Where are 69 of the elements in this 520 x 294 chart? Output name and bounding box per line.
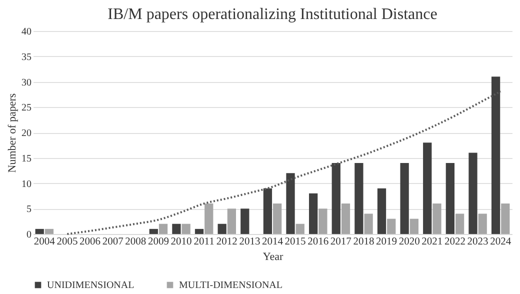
- x-tick-label: 2005: [56, 236, 78, 248]
- y-tick-label: 35: [22, 52, 32, 63]
- x-tick-label: 2012: [216, 236, 238, 248]
- bar: [423, 142, 432, 234]
- bar: [387, 218, 396, 234]
- x-tick-label: 2022: [444, 236, 466, 248]
- bar: [286, 173, 295, 234]
- bar: [218, 224, 226, 234]
- bar: [172, 224, 181, 234]
- x-tick-label: 2013: [239, 236, 260, 248]
- x-tick-label: 2021: [422, 236, 443, 248]
- bar: [468, 152, 478, 234]
- bar: [491, 76, 500, 234]
- x-tick-label: 2011: [194, 236, 214, 248]
- y-tick-label: 15: [22, 153, 32, 164]
- y-tick-label: 20: [22, 128, 32, 139]
- x-tick-label: 2020: [398, 236, 420, 248]
- bar: [158, 224, 168, 234]
- bar: [308, 193, 318, 234]
- bar: [318, 208, 328, 234]
- bar: [341, 204, 350, 234]
- bar: [240, 208, 250, 234]
- legend-label: MULTI-DIMENSIONAL: [179, 280, 283, 291]
- bar: [501, 204, 510, 234]
- bar: [44, 228, 54, 234]
- x-tick-label: 2006: [80, 236, 101, 248]
- bar: [35, 228, 44, 234]
- bar: [204, 204, 214, 234]
- bar: [364, 214, 373, 234]
- x-tick-label: 2004: [34, 236, 56, 248]
- x-tick-label: 2014: [262, 236, 284, 248]
- x-tick-label: 2017: [330, 236, 352, 248]
- bar: [432, 204, 442, 234]
- bar: [149, 228, 158, 234]
- line-series: [66, 90, 502, 235]
- x-tick-label: 2024: [490, 236, 512, 248]
- y-tick-label: 25: [22, 102, 32, 114]
- x-tick-label: 2018: [353, 236, 374, 248]
- bar: [332, 162, 340, 234]
- y-tick-label: 10: [22, 178, 32, 190]
- bar: [410, 218, 418, 234]
- bar: [263, 188, 272, 234]
- x-tick-label: 2007: [102, 236, 124, 248]
- bar: [194, 228, 204, 234]
- y-axis-title: Number of papers: [6, 93, 18, 173]
- bar: [377, 188, 386, 234]
- bar: [227, 208, 236, 234]
- legend-label: UNIDIMENSIONAL: [47, 280, 134, 291]
- y-tick-label: 40: [22, 26, 32, 38]
- bar: [272, 204, 282, 234]
- x-tick-label: 2019: [376, 236, 398, 248]
- chart-title: IB/M papers operationalizing Institutional Distance: [108, 6, 438, 23]
- bar: [446, 162, 454, 234]
- x-tick-label: 2008: [125, 236, 146, 248]
- y-tick-label: 5: [26, 204, 32, 216]
- y-tick-label: 30: [22, 77, 32, 88]
- x-axis-title: Year: [262, 251, 284, 263]
- bar: [354, 162, 364, 234]
- x-tick-label: 2010: [170, 236, 192, 248]
- y-tick-label: 0: [26, 230, 32, 240]
- bar: [478, 214, 487, 234]
- bar: [400, 162, 409, 234]
- bar: [182, 224, 190, 234]
- bar: [455, 214, 464, 234]
- x-tick-label: 2015: [284, 236, 306, 248]
- x-tick-label: 2009: [148, 236, 169, 248]
- x-tick-label: 2023: [467, 236, 488, 248]
- bar: [296, 224, 304, 234]
- x-tick-label: 2016: [308, 236, 329, 248]
